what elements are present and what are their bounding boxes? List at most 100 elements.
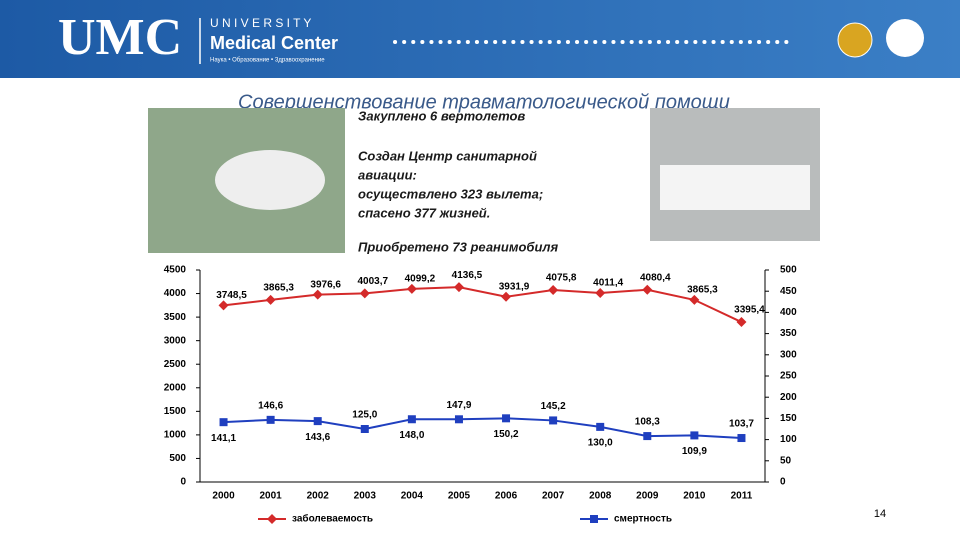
marker — [643, 432, 652, 441]
y2-tick-label: 500 — [780, 265, 797, 276]
data-label: 109,9 — [682, 446, 707, 457]
y-tick-label: 500 — [169, 453, 186, 464]
marker — [313, 417, 322, 426]
y2-tick-label: 350 — [780, 328, 797, 339]
marker — [454, 415, 463, 424]
data-label: 4099,2 — [405, 274, 436, 285]
marker — [266, 415, 275, 424]
data-label: 4011,4 — [593, 278, 623, 289]
x-tick-label: 2007 — [542, 491, 565, 502]
data-label: 3395,4 — [734, 305, 765, 316]
marker — [590, 515, 598, 523]
marker — [642, 284, 653, 295]
ambulances — [660, 165, 810, 210]
y2-tick-label: 200 — [780, 392, 797, 403]
marker — [502, 414, 511, 423]
x-tick-label: 2008 — [589, 491, 612, 502]
bullet: Закуплено 6 вертолетов — [358, 108, 525, 123]
y2-tick-label: 300 — [780, 349, 797, 360]
y-tick-label: 3000 — [164, 335, 187, 346]
x-tick-label: 2001 — [260, 491, 283, 502]
y2-tick-label: 50 — [780, 455, 792, 466]
y2-tick-label: 450 — [780, 286, 797, 297]
data-label: 4075,8 — [546, 273, 577, 284]
marker — [406, 283, 417, 294]
y-tick-label: 4500 — [164, 265, 187, 276]
y-tick-label: 1500 — [164, 406, 187, 417]
x-tick-label: 2002 — [307, 491, 330, 502]
marker — [690, 431, 699, 440]
badge — [886, 19, 924, 57]
y2-tick-label: 100 — [780, 434, 797, 445]
marker — [737, 434, 746, 443]
series-line — [223, 417, 742, 440]
marker — [218, 300, 229, 311]
bullet: осуществлено 323 вылета; — [358, 186, 543, 201]
helicopter — [215, 150, 325, 210]
data-label: 143,6 — [305, 432, 330, 443]
data-label: 3865,3 — [263, 283, 294, 294]
x-tick-label: 2000 — [212, 491, 235, 502]
marker — [736, 317, 747, 328]
y-tick-label: 4000 — [164, 288, 187, 299]
y-tick-label: 0 — [180, 477, 186, 488]
x-tick-label: 2006 — [495, 491, 518, 502]
x-tick-label: 2010 — [683, 491, 706, 502]
marker — [360, 425, 369, 433]
center: Medical Center — [210, 33, 338, 53]
y-tick-label: 1000 — [164, 430, 187, 441]
y2-tick-label: 400 — [780, 307, 797, 318]
data-label: 150,2 — [494, 429, 519, 440]
y2-tick-label: 0 — [780, 477, 786, 488]
marker — [453, 282, 464, 293]
data-label: 4080,4 — [640, 272, 671, 283]
marker — [312, 289, 323, 300]
university: U N I V E R S I T Y — [210, 16, 311, 30]
x-tick-label: 2004 — [401, 491, 424, 502]
header-band — [0, 0, 960, 78]
marker — [407, 415, 416, 424]
marker — [219, 418, 228, 427]
data-label: 4136,5 — [452, 270, 483, 281]
tagline: Наука • Образование • Здравоохранение — [210, 58, 325, 64]
data-label: 146,6 — [258, 400, 283, 411]
data-label: 130,0 — [588, 438, 613, 449]
marker — [501, 291, 512, 302]
legend-label: заболеваемость — [292, 513, 373, 525]
y-tick-label: 3500 — [164, 312, 187, 323]
marker — [596, 422, 605, 431]
data-label: 103,7 — [729, 419, 754, 430]
x-tick-label: 2009 — [636, 491, 659, 502]
marker — [689, 294, 700, 305]
data-label: 3748,5 — [216, 290, 247, 301]
data-label: 125,0 — [352, 410, 377, 421]
x-tick-label: 2011 — [731, 491, 753, 502]
page-number: 14 — [874, 508, 886, 520]
data-label: 147,9 — [446, 400, 471, 411]
badge — [837, 22, 873, 58]
marker — [595, 288, 606, 299]
bullet: Создан Центр санитарной — [358, 148, 537, 163]
data-label: 3865,3 — [687, 285, 718, 296]
marker — [265, 294, 276, 305]
marker — [549, 416, 558, 425]
marker — [359, 288, 370, 299]
y-tick-label: 2000 — [164, 382, 187, 393]
data-label: 145,2 — [541, 401, 566, 412]
bullet: Приобретено 73 реанимобиля — [358, 239, 558, 254]
data-label: 108,3 — [635, 417, 660, 428]
y2-tick-label: 150 — [780, 413, 797, 424]
slide-title: Совершенствование травматологической пом… — [238, 91, 730, 113]
bullet: авиации: — [358, 167, 417, 182]
bullet: спасено 377 жизней. — [358, 205, 490, 220]
legend-label: смертность — [614, 514, 672, 525]
x-tick-label: 2005 — [448, 491, 471, 502]
series-line — [223, 286, 742, 323]
y-tick-label: 2500 — [164, 359, 187, 370]
marker — [267, 514, 277, 524]
data-label: 3931,9 — [499, 281, 530, 292]
y2-tick-label: 250 — [780, 371, 797, 382]
logo: UMC — [58, 9, 182, 66]
data-label: 148,0 — [399, 430, 424, 441]
